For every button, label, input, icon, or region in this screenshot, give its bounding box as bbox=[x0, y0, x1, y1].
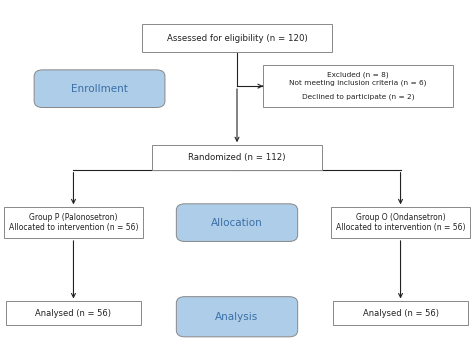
Text: Enrollment: Enrollment bbox=[71, 84, 128, 94]
FancyBboxPatch shape bbox=[6, 301, 141, 325]
FancyBboxPatch shape bbox=[4, 207, 143, 238]
Text: Group P (Palonosetron)
Allocated to intervention (n = 56): Group P (Palonosetron) Allocated to inte… bbox=[9, 213, 138, 232]
FancyBboxPatch shape bbox=[331, 207, 470, 238]
FancyBboxPatch shape bbox=[176, 204, 298, 241]
Text: Analysed (n = 56): Analysed (n = 56) bbox=[363, 309, 438, 317]
FancyBboxPatch shape bbox=[152, 145, 322, 170]
FancyBboxPatch shape bbox=[176, 297, 298, 337]
FancyBboxPatch shape bbox=[333, 301, 468, 325]
FancyBboxPatch shape bbox=[142, 25, 332, 51]
Text: Assessed for eligibility (n = 120): Assessed for eligibility (n = 120) bbox=[167, 34, 307, 42]
Text: Analysed (n = 56): Analysed (n = 56) bbox=[36, 309, 111, 317]
FancyBboxPatch shape bbox=[34, 70, 165, 108]
Text: Group O (Ondansetron)
Allocated to intervention (n = 56): Group O (Ondansetron) Allocated to inter… bbox=[336, 213, 465, 232]
Text: Allocation: Allocation bbox=[211, 218, 263, 228]
Text: Randomized (n = 112): Randomized (n = 112) bbox=[188, 153, 286, 162]
FancyBboxPatch shape bbox=[263, 66, 453, 107]
Text: Analysis: Analysis bbox=[215, 312, 259, 322]
Text: Excluded (n = 8)
Not meeting inclusion criteria (n = 6)

Declined to participate: Excluded (n = 8) Not meeting inclusion c… bbox=[289, 72, 427, 100]
